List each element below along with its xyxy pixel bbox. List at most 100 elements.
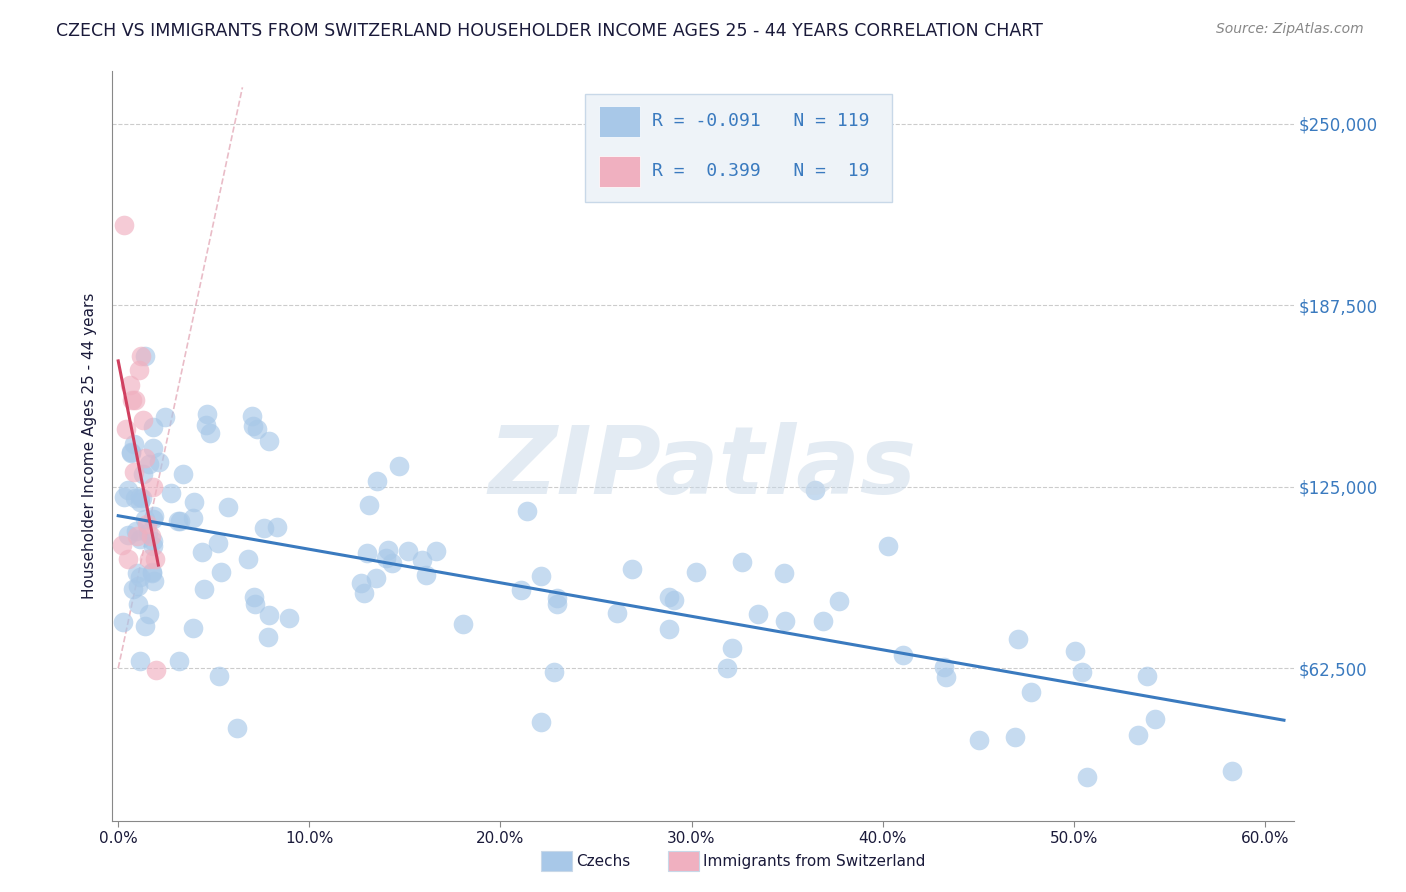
Point (967, 733, 990, 747)
Point (359, 499, 381, 513)
Point (142, 574, 165, 588)
FancyBboxPatch shape (585, 94, 891, 202)
Point (225, 722, 247, 736)
Point (775, 614, 797, 628)
Point (120, 445, 142, 459)
Point (148, 455, 170, 469)
Point (128, 491, 150, 505)
Point (366, 570, 388, 584)
Point (120, 446, 142, 460)
Point (935, 670, 957, 684)
Point (530, 568, 553, 582)
Point (194, 418, 217, 433)
Point (730, 555, 752, 569)
Point (349, 576, 371, 591)
Point (803, 483, 825, 497)
Point (132, 413, 155, 427)
Point (136, 525, 159, 540)
Point (117, 483, 139, 497)
Point (257, 630, 280, 644)
Point (685, 565, 707, 579)
Point (122, 436, 145, 450)
Point (381, 556, 404, 570)
Point (127, 597, 149, 611)
Point (143, 509, 166, 524)
Point (122, 582, 145, 597)
Point (827, 594, 849, 608)
Point (543, 665, 565, 680)
Point (169, 514, 191, 528)
Point (388, 458, 411, 473)
Point (425, 544, 447, 558)
Point (876, 539, 898, 553)
Point (200, 426, 222, 441)
Point (112, 219, 135, 233)
Point (134, 512, 156, 526)
Text: CZECH VS IMMIGRANTS FROM SWITZERLAND HOUSEHOLDER INCOME AGES 25 - 44 YEARS CORRE: CZECH VS IMMIGRANTS FROM SWITZERLAND HOU… (56, 22, 1043, 40)
Point (127, 579, 149, 593)
Point (167, 654, 190, 668)
Point (243, 590, 266, 604)
Point (138, 552, 160, 566)
Point (257, 607, 280, 622)
Point (167, 514, 190, 528)
FancyBboxPatch shape (599, 106, 640, 137)
Point (111, 615, 134, 629)
Point (510, 583, 533, 598)
Point (377, 543, 399, 558)
Point (240, 409, 263, 424)
Point (366, 474, 388, 488)
Point (1136, 669, 1159, 683)
Point (277, 611, 299, 625)
Y-axis label: Householder Income Ages 25 - 44 years: Householder Income Ages 25 - 44 years (82, 293, 97, 599)
Point (208, 669, 231, 683)
Point (134, 450, 156, 465)
Point (772, 566, 794, 580)
Point (143, 552, 166, 566)
Point (112, 490, 135, 504)
Point (415, 568, 437, 582)
Point (253, 521, 276, 535)
Point (1004, 730, 1026, 744)
Point (375, 551, 398, 566)
Point (142, 534, 165, 549)
Point (142, 540, 165, 554)
FancyBboxPatch shape (599, 156, 640, 187)
Point (207, 536, 229, 550)
Point (122, 465, 145, 479)
Point (129, 349, 152, 363)
Point (134, 618, 156, 632)
Point (124, 392, 146, 407)
Point (125, 566, 148, 581)
Point (411, 552, 433, 566)
Point (546, 597, 568, 611)
Text: R =  0.399   N =  19: R = 0.399 N = 19 (652, 162, 870, 180)
Point (193, 582, 215, 597)
Point (172, 467, 194, 482)
Point (142, 441, 165, 455)
Point (134, 349, 156, 363)
Point (1007, 632, 1029, 646)
Text: Immigrants from Switzerland: Immigrants from Switzerland (703, 855, 925, 869)
Point (128, 654, 150, 668)
Point (142, 512, 165, 526)
Point (217, 500, 239, 514)
Point (191, 544, 214, 558)
Point (246, 422, 269, 436)
Point (1064, 644, 1087, 658)
Point (181, 510, 204, 524)
Point (139, 529, 162, 543)
Point (721, 640, 744, 655)
Point (1126, 728, 1149, 742)
Point (266, 520, 288, 534)
Point (356, 546, 378, 560)
Point (111, 538, 134, 552)
Point (125, 524, 148, 538)
Point (159, 486, 181, 500)
Point (396, 544, 419, 558)
Point (117, 528, 139, 542)
Point (1019, 685, 1042, 699)
Point (1220, 764, 1243, 778)
Point (747, 607, 769, 621)
Point (195, 407, 218, 421)
